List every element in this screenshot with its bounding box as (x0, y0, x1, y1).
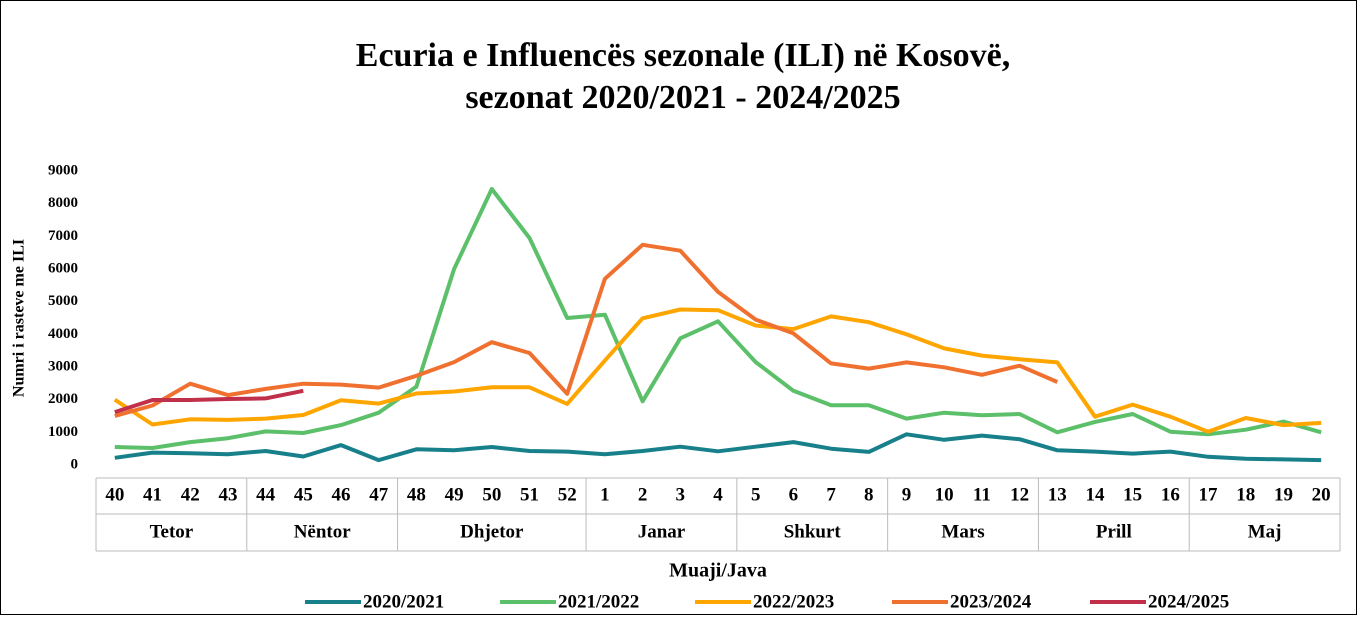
series-line (114, 187, 1322, 450)
x-tick-label: 6 (789, 484, 799, 505)
x-tick-label: 2 (638, 484, 648, 505)
x-tick-label: 46 (332, 484, 351, 505)
x-tick-label: 45 (294, 484, 313, 505)
x-tick-label: 15 (1123, 484, 1142, 505)
x-tick-label: 50 (482, 484, 501, 505)
month-label: Shkurt (784, 521, 842, 542)
x-tick-label: 5 (751, 484, 761, 505)
y-axis-label: Numri i rasteve me ILI (11, 239, 28, 397)
x-tick-label: 18 (1236, 484, 1255, 505)
x-tick-label: 48 (407, 484, 426, 505)
legend-label: 2020/2021 (363, 591, 444, 612)
x-tick-label: 14 (1085, 484, 1105, 505)
x-tick-label: 20 (1312, 484, 1331, 505)
legend-label: 2022/2023 (753, 591, 834, 612)
x-tick-label: 10 (935, 484, 954, 505)
series-line (114, 388, 304, 415)
month-label: Janar (638, 521, 686, 542)
chart-title: Ecuria e Influencës sezonale (ILI) në Ko… (356, 37, 1010, 74)
x-tick-label: 42 (181, 484, 200, 505)
y-tick-label: 3000 (48, 358, 78, 374)
y-tick-label: 7000 (48, 228, 78, 244)
x-tick-label: 52 (558, 484, 577, 505)
series-line (114, 432, 1322, 463)
x-tick-label: 4 (713, 484, 723, 505)
x-tick-label: 17 (1199, 484, 1219, 505)
month-label: Prill (1096, 521, 1132, 542)
y-tick-label: 5000 (48, 293, 78, 309)
x-tick-label: 16 (1161, 484, 1180, 505)
x-tick-label: 13 (1048, 484, 1067, 505)
x-tick-label: 19 (1274, 484, 1293, 505)
y-tick-label: 2000 (48, 391, 78, 407)
month-label: Mars (941, 521, 984, 542)
y-tick-label: 8000 (48, 195, 78, 211)
x-axis-label: Muaji/Java (669, 560, 767, 582)
x-tick-label: 43 (218, 484, 237, 505)
legend-label: 2023/2024 (950, 591, 1032, 612)
x-tick-label: 12 (1010, 484, 1029, 505)
x-tick-label: 47 (369, 484, 389, 505)
x-tick-label: 51 (520, 484, 539, 505)
x-tick-label: 8 (864, 484, 874, 505)
x-tick-label: 3 (676, 484, 686, 505)
x-tick-label: 44 (256, 484, 276, 505)
x-tick-label: 40 (105, 484, 124, 505)
month-label: Maj (1248, 521, 1282, 542)
x-tick-label: 9 (902, 484, 912, 505)
x-tick-label: 11 (973, 484, 991, 505)
series-line (113, 307, 1322, 434)
series-line (114, 242, 1059, 418)
y-tick-label: 0 (71, 456, 79, 472)
y-tick-label: 1000 (48, 424, 78, 440)
y-tick-label: 9000 (48, 162, 78, 178)
x-tick-label: 1 (600, 484, 610, 505)
x-tick-label: 41 (143, 484, 162, 505)
y-tick-label: 4000 (48, 326, 78, 342)
chart-subtitle: sezonat 2020/2021 - 2024/2025 (465, 79, 900, 116)
month-label: Dhjetor (460, 521, 524, 542)
x-tick-label: 49 (445, 484, 464, 505)
month-label: Nëntor (294, 521, 352, 542)
x-tick-label: 7 (826, 484, 836, 505)
y-tick-label: 6000 (48, 260, 78, 276)
month-label: Tetor (150, 521, 194, 542)
legend-label: 2021/2022 (558, 591, 639, 612)
legend-label: 2024/2025 (1148, 591, 1229, 612)
